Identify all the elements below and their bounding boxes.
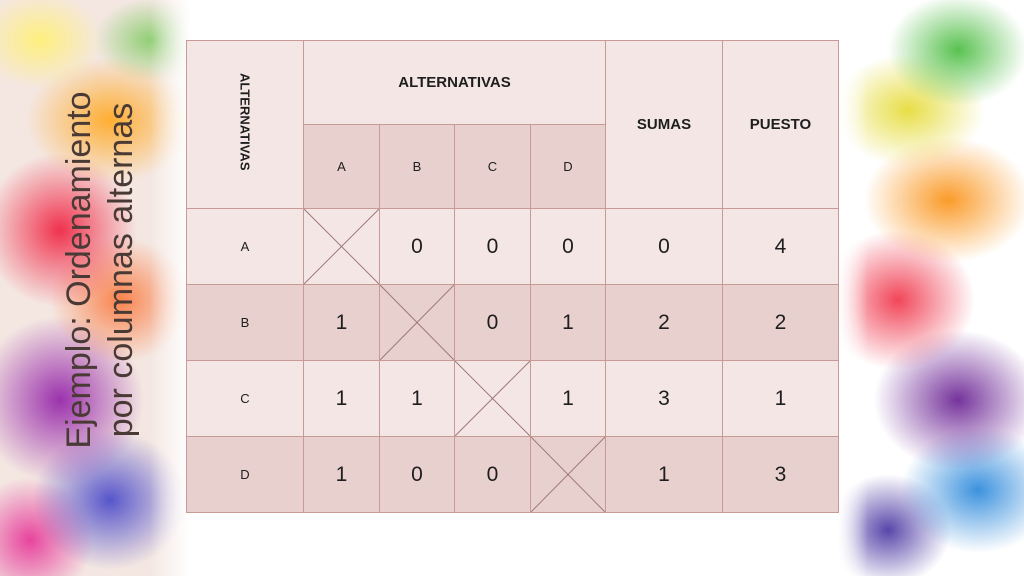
cross-mark-icon	[531, 437, 605, 512]
sum-cell: 2	[605, 284, 723, 361]
paint-splash-left	[0, 0, 190, 576]
table-row: B 1 0 1 2 2	[186, 284, 839, 361]
cross-mark-icon	[304, 209, 379, 284]
cross-mark-icon	[455, 361, 530, 436]
table-row: C 1 1 1 3 1	[186, 360, 839, 437]
row-label: C	[186, 360, 304, 437]
rank-header: PUESTO	[722, 40, 839, 209]
table-cell: 1	[530, 284, 606, 361]
rank-cell: 3	[722, 436, 839, 513]
table-cell: 1	[303, 360, 380, 437]
table-cell: 0	[530, 208, 606, 285]
table-cell: 0	[454, 284, 531, 361]
rank-cell: 4	[722, 208, 839, 285]
corner-header: ALTERNATIVAS	[237, 73, 253, 171]
diagonal-cell	[454, 360, 531, 437]
sums-header: SUMAS	[605, 40, 723, 209]
table-row: A 0 0 0 0 4	[186, 208, 839, 285]
table-row: D 1 0 0 1 3	[186, 436, 839, 513]
slide-title-line1: Ejemplo: Ordenamiento	[60, 91, 98, 449]
table-cell: 0	[379, 436, 455, 513]
sum-cell: 1	[605, 436, 723, 513]
row-label: B	[186, 284, 304, 361]
paint-splash-right	[838, 0, 1024, 576]
table-cell: 1	[379, 360, 455, 437]
slide-title: Ejemplo: Ordenamiento por columnas alter…	[58, 30, 142, 510]
row-label: D	[186, 436, 304, 513]
diagonal-cell	[530, 436, 606, 513]
table-cell: 0	[454, 436, 531, 513]
table-cell: 0	[379, 208, 455, 285]
slide-title-line2: por columnas alternas	[102, 102, 140, 438]
cross-mark-icon	[380, 285, 454, 360]
diagonal-cell	[303, 208, 380, 285]
column-label: A	[303, 124, 380, 209]
column-label: B	[379, 124, 455, 209]
sum-cell: 3	[605, 360, 723, 437]
comparison-table: ALTERNATIVAS ALTERNATIVAS SUMAS PUESTO A…	[186, 40, 839, 513]
corner-header-cell: ALTERNATIVAS	[186, 40, 304, 209]
diagonal-cell	[379, 284, 455, 361]
column-label: D	[530, 124, 606, 209]
group-header: ALTERNATIVAS	[303, 40, 606, 125]
rank-cell: 2	[722, 284, 839, 361]
column-label: C	[454, 124, 531, 209]
table-cell: 1	[530, 360, 606, 437]
rank-cell: 1	[722, 360, 839, 437]
row-label: A	[186, 208, 304, 285]
table-cell: 0	[454, 208, 531, 285]
table-cell: 1	[303, 436, 380, 513]
sum-cell: 0	[605, 208, 723, 285]
table-cell: 1	[303, 284, 380, 361]
